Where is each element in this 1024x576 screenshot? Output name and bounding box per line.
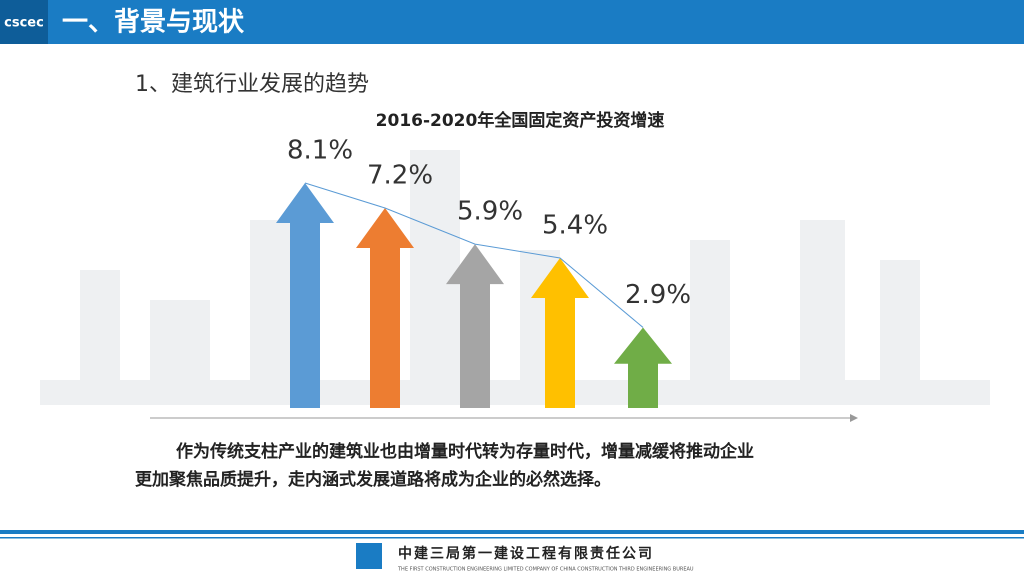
chart-title: 2016-2020年全国固定资产投资增速 [376, 110, 665, 131]
subtitle: 1、建筑行业发展的趋势 [135, 72, 369, 97]
footer-rule [0, 537, 1024, 539]
value-label: 5.4% [542, 211, 608, 241]
body-line: 更加聚焦品质提升，走内涵式发展道路将成为企业的必然选择。 [135, 469, 611, 490]
logo [0, 0, 48, 44]
header-title: 一、背景与现状 [62, 8, 245, 38]
value-label: 8.1% [287, 136, 353, 166]
arrow-bar [356, 208, 414, 408]
arrow-bar [614, 327, 672, 408]
header-bar [0, 0, 1024, 44]
arrow-bar [446, 244, 504, 408]
value-label: 5.9% [457, 197, 523, 227]
logo-mark: cscec [4, 16, 44, 31]
trend-line [304, 182, 644, 328]
footer-rule [0, 530, 1024, 534]
arrow-bar [531, 258, 589, 408]
footer-company-en: THE FIRST CONSTRUCTION ENGINEERING LIMIT… [397, 567, 694, 573]
value-label: 7.2% [367, 161, 433, 191]
arrow-bar [276, 183, 334, 408]
footer-logo [356, 543, 382, 569]
footer-company: 中建三局第一建设工程有限责任公司 [398, 545, 654, 562]
value-label: 2.9% [625, 280, 691, 310]
x-axis-arrow [850, 414, 858, 422]
body-line: 作为传统支柱产业的建筑业也由增量时代转为存量时代，增量减缓将推动企业 [176, 441, 754, 462]
